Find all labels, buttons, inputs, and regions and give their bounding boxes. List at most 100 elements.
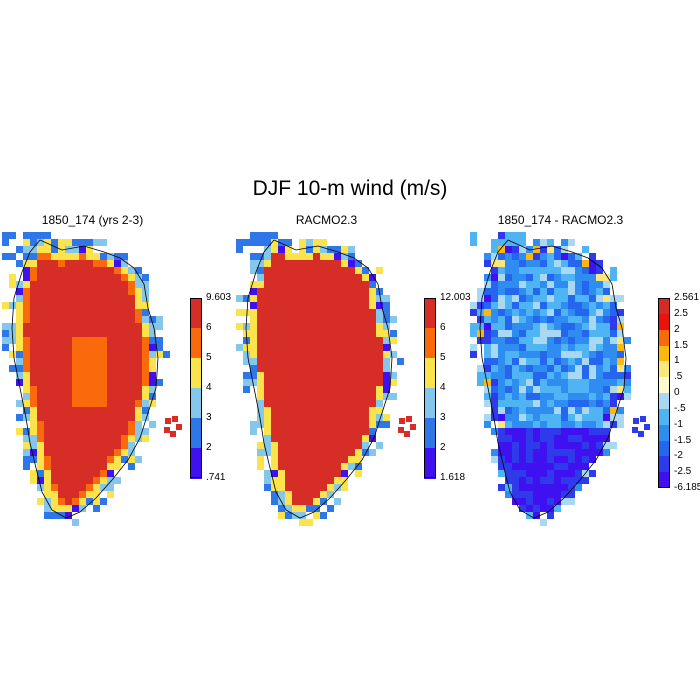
grid-cell <box>292 463 299 470</box>
grid-cell <box>540 260 547 267</box>
grid-cell <box>285 498 292 505</box>
grid-cell <box>341 260 348 267</box>
grid-cell <box>397 358 404 365</box>
grid-cell <box>44 414 51 421</box>
grid-cell <box>313 365 320 372</box>
grid-cell <box>512 246 519 253</box>
grid-cell <box>299 491 306 498</box>
grid-cell <box>617 393 624 400</box>
grid-cell <box>86 337 93 344</box>
grid-cell <box>519 505 526 512</box>
grid-cell <box>264 351 271 358</box>
grid-cell <box>121 260 128 267</box>
grid-cell <box>236 239 243 246</box>
grid-cell <box>2 330 9 337</box>
grid-cell <box>37 414 44 421</box>
grid-cell <box>264 260 271 267</box>
grid-cell <box>292 449 299 456</box>
grid-cell <box>278 281 285 288</box>
grid-cell <box>128 323 135 330</box>
grid-cell <box>128 400 135 407</box>
grid-cell <box>498 323 505 330</box>
greenland-wind-map <box>2 232 182 526</box>
grid-cell <box>355 456 362 463</box>
grid-cell <box>589 344 596 351</box>
grid-cell <box>264 239 271 246</box>
grid-cell <box>575 463 582 470</box>
grid-cell <box>596 365 603 372</box>
grid-cell <box>320 414 327 421</box>
grid-cell <box>596 400 603 407</box>
grid-cell <box>2 239 9 246</box>
grid-cell <box>142 302 149 309</box>
grid-cell <box>236 295 243 302</box>
grid-cell <box>278 386 285 393</box>
grid-cell <box>37 316 44 323</box>
grid-cell <box>271 456 278 463</box>
grid-cell <box>540 491 547 498</box>
grid-cell <box>149 351 156 358</box>
grid-cell <box>526 295 533 302</box>
grid-cell <box>582 295 589 302</box>
grid-cell <box>306 323 313 330</box>
grid-cell <box>540 288 547 295</box>
grid-cell <box>121 365 128 372</box>
island-cell <box>633 418 639 424</box>
grid-cell <box>236 323 243 330</box>
grid-cell <box>292 302 299 309</box>
grid-cell <box>596 428 603 435</box>
grid-cell <box>561 442 568 449</box>
grid-cell <box>589 386 596 393</box>
grid-cell <box>100 274 107 281</box>
grid-cell <box>498 295 505 302</box>
grid-cell <box>114 337 121 344</box>
grid-cell <box>554 456 561 463</box>
grid-cell <box>547 456 554 463</box>
grid-cell <box>114 302 121 309</box>
grid-cell <box>313 330 320 337</box>
grid-cell <box>86 365 93 372</box>
grid-cell <box>65 491 72 498</box>
grid-cell <box>610 372 617 379</box>
grid-cell <box>327 407 334 414</box>
grid-cell <box>320 351 327 358</box>
grid-cell <box>79 316 86 323</box>
grid-cell <box>271 435 278 442</box>
grid-cell <box>37 239 44 246</box>
grid-cell <box>575 281 582 288</box>
grid-cell <box>149 400 156 407</box>
grid-cell <box>44 281 51 288</box>
grid-cell <box>376 358 383 365</box>
grid-cell <box>505 281 512 288</box>
grid-cell <box>491 365 498 372</box>
grid-cell <box>30 253 37 260</box>
grid-cell <box>58 365 65 372</box>
grid-cell <box>30 295 37 302</box>
grid-cell <box>568 253 575 260</box>
grid-cell <box>533 512 540 519</box>
grid-cell <box>376 414 383 421</box>
grid-cell <box>561 484 568 491</box>
grid-cell <box>554 428 561 435</box>
grid-cell <box>306 484 313 491</box>
grid-cell <box>582 337 589 344</box>
grid-cell <box>107 386 114 393</box>
grid-cell <box>257 386 264 393</box>
grid-cell <box>306 302 313 309</box>
grid-cell <box>568 330 575 337</box>
grid-cell <box>519 470 526 477</box>
grid-cell <box>519 372 526 379</box>
grid-cell <box>561 463 568 470</box>
grid-cell <box>369 323 376 330</box>
grid-cell <box>37 498 44 505</box>
grid-cell <box>484 393 491 400</box>
grid-cell <box>540 302 547 309</box>
grid-cell <box>37 246 44 253</box>
grid-cell <box>37 400 44 407</box>
grid-cell <box>107 449 114 456</box>
grid-cell <box>470 323 477 330</box>
grid-cell <box>533 491 540 498</box>
grid-cell <box>37 435 44 442</box>
grid-cell <box>100 484 107 491</box>
grid-cell <box>561 372 568 379</box>
